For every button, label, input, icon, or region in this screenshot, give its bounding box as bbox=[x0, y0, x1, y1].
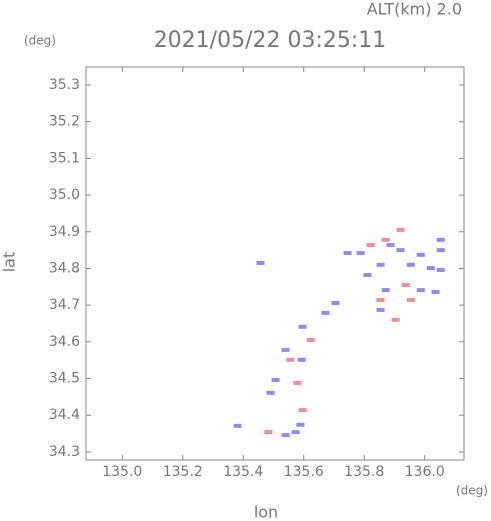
echo-point bbox=[381, 237, 390, 242]
y-tick-label: 34.7 bbox=[49, 297, 80, 313]
echo-point bbox=[298, 408, 307, 413]
y-tick-label: 34.4 bbox=[49, 407, 80, 423]
echo-point bbox=[331, 300, 340, 305]
echo-point bbox=[256, 260, 265, 265]
y-tick-label: 34.6 bbox=[49, 334, 80, 350]
echo-point bbox=[416, 252, 425, 257]
echo-point bbox=[376, 307, 385, 312]
y-tick-label: 34.8 bbox=[49, 260, 80, 276]
echo-point bbox=[396, 248, 405, 253]
echo-point bbox=[293, 380, 302, 385]
echo-point bbox=[376, 262, 385, 267]
echo-point bbox=[396, 227, 405, 232]
echo-point bbox=[436, 267, 445, 272]
echo-point bbox=[381, 288, 390, 293]
x-tick-label: 135.8 bbox=[344, 464, 384, 480]
echo-point bbox=[321, 310, 330, 315]
echo-point bbox=[297, 357, 306, 362]
echo-point bbox=[291, 430, 300, 435]
echo-point bbox=[376, 298, 385, 303]
echo-point bbox=[436, 248, 445, 253]
echo-point bbox=[281, 347, 290, 352]
echo-point bbox=[401, 282, 410, 287]
y-unit: (deg) bbox=[24, 34, 56, 48]
echo-point bbox=[266, 390, 275, 395]
echo-point bbox=[296, 422, 305, 427]
y-tick-label: 35.0 bbox=[49, 187, 80, 203]
y-axis-label: lat bbox=[0, 252, 19, 273]
chart-title: 2021/05/22 03:25:11 bbox=[154, 28, 387, 53]
x-tick-label: 135.6 bbox=[284, 464, 324, 480]
x-axis-label: lon bbox=[254, 503, 278, 521]
y-tick-label: 35.1 bbox=[49, 150, 80, 166]
echo-point bbox=[356, 251, 365, 256]
x-tick-label: 135.0 bbox=[102, 464, 142, 480]
echo-point bbox=[406, 298, 415, 303]
echo-point bbox=[363, 273, 372, 278]
echo-point bbox=[271, 378, 280, 383]
x-tick-label: 135.2 bbox=[163, 464, 203, 480]
echo-point bbox=[286, 357, 295, 362]
y-tick-label: 35.3 bbox=[49, 77, 80, 93]
echo-point bbox=[436, 237, 445, 242]
x-unit: (deg) bbox=[456, 484, 488, 498]
echo-point bbox=[431, 289, 440, 294]
y-tick-label: 34.9 bbox=[49, 224, 80, 240]
y-tick-label: 34.3 bbox=[49, 444, 80, 460]
echo-point bbox=[281, 433, 290, 438]
echo-point bbox=[406, 262, 415, 267]
x-tick-label: 135.4 bbox=[223, 464, 263, 480]
y-tick-label: 35.2 bbox=[49, 114, 80, 130]
altitude: ALT(km) 2.0 bbox=[367, 0, 462, 19]
y-tick-label: 34.5 bbox=[49, 371, 80, 387]
echo-point bbox=[366, 242, 375, 247]
echo-point bbox=[426, 266, 435, 271]
echo-point bbox=[416, 288, 425, 293]
echo-point bbox=[306, 338, 315, 343]
plot-frame bbox=[85, 66, 465, 461]
echo-point bbox=[233, 423, 242, 428]
echo-point bbox=[298, 324, 307, 329]
echo-point bbox=[386, 242, 395, 247]
echo-point bbox=[343, 251, 352, 256]
echo-point bbox=[391, 317, 400, 322]
x-tick-label: 136.0 bbox=[405, 464, 445, 480]
echo-point bbox=[264, 430, 273, 435]
